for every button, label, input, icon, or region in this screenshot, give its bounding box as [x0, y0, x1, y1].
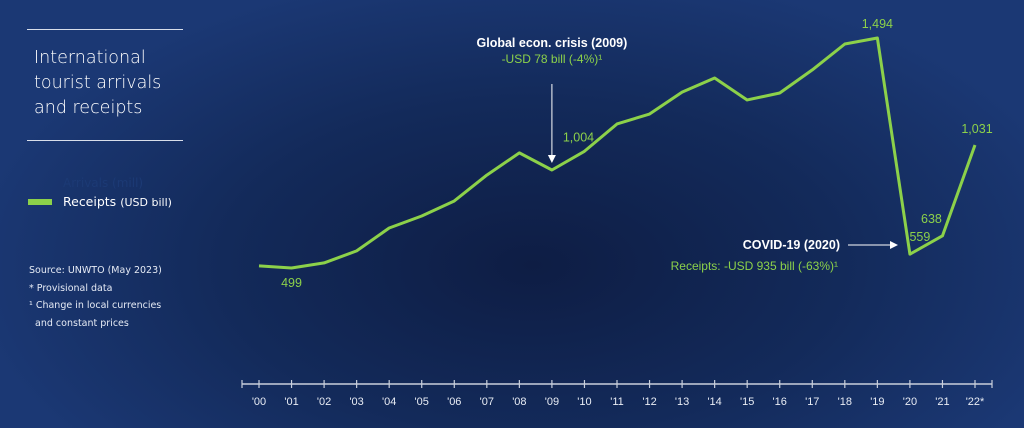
x-tick-label: '12 [642, 396, 656, 408]
x-tick-label: '08 [512, 396, 526, 408]
source-notes: Source: UNWTO (May 2023) * Provisional d… [29, 262, 162, 332]
data-label: 1,031 [961, 122, 992, 136]
x-tick-label: '16 [773, 396, 787, 408]
note: Source: UNWTO (May 2023) [29, 265, 162, 276]
title-line: International [34, 48, 146, 68]
title-line: and receipts [34, 98, 143, 118]
receipts-line [258, 36, 977, 270]
arrowhead-icon [890, 241, 898, 249]
x-tick-label: '19 [870, 396, 884, 408]
annotation-detail: Receipts: -USD 935 bill (-63%)¹ [671, 259, 838, 273]
legend-label: Receipts (USD bill) [63, 194, 172, 209]
x-tick-label: '22* [966, 396, 985, 408]
x-tick-label: '11 [610, 396, 624, 408]
arrowhead-icon [547, 155, 556, 163]
x-tick-label: '03 [349, 396, 363, 408]
x-tick-label: '13 [675, 396, 689, 408]
legend: Receipts (USD bill) [28, 194, 172, 209]
x-tick-label: '01 [284, 396, 298, 408]
data-label: 499 [281, 276, 302, 290]
side-panel: International tourist arrivals and recei… [0, 0, 200, 428]
note: and constant prices [29, 317, 129, 329]
note: * Provisional data [29, 282, 113, 294]
x-tick-label: '09 [545, 396, 559, 408]
x-tick-label: '20 [903, 396, 917, 408]
annotation-title: COVID-19 (2020) [743, 238, 840, 252]
x-tick-label: '07 [480, 396, 494, 408]
x-tick-label: '05 [415, 396, 429, 408]
x-tick-label: '00 [252, 396, 266, 408]
annotation-title: Global econ. crisis (2009) [477, 36, 628, 50]
data-label: 1,494 [862, 17, 893, 31]
note: ¹ Change in local currencies [29, 300, 162, 311]
x-tick-label: '21 [935, 396, 949, 408]
legend-swatch [28, 198, 52, 205]
divider [27, 140, 183, 141]
x-tick-label: '18 [838, 396, 852, 408]
divider [27, 29, 183, 30]
x-tick-label: '04 [382, 396, 396, 408]
chart-title: International tourist arrivals and recei… [34, 46, 161, 121]
data-label: 638 [921, 212, 942, 226]
data-label: 559 [909, 230, 930, 244]
annotation-detail: -USD 78 bill (-4%)¹ [502, 52, 603, 66]
x-tick-label: '06 [447, 396, 461, 408]
x-tick-label: '14 [707, 396, 721, 408]
hidden-legend-arrivals: Arrivals (mill) [63, 176, 144, 190]
x-tick-label: '02 [317, 396, 331, 408]
x-tick-label: '15 [740, 396, 754, 408]
x-tick-label: '10 [577, 396, 591, 408]
data-label: 1,004 [563, 130, 594, 144]
title-line: tourist arrivals [34, 73, 162, 93]
x-tick-label: '17 [805, 396, 819, 408]
